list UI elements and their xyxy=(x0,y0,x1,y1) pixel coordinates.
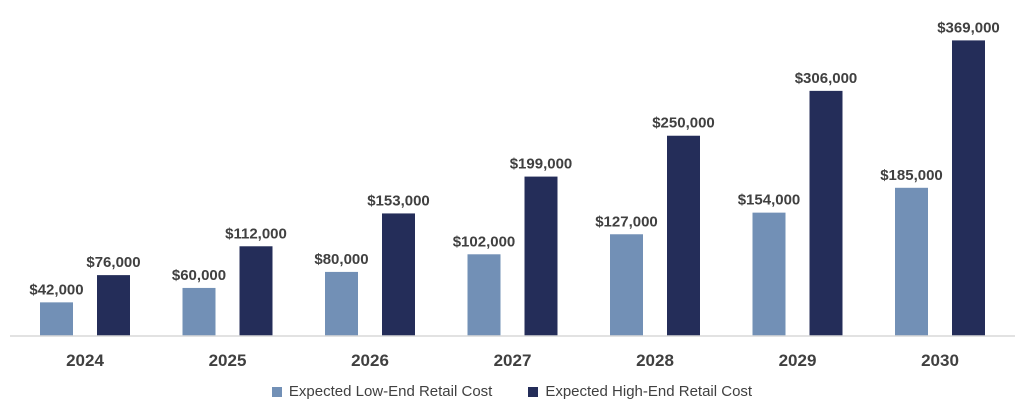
bar-low-2024 xyxy=(40,302,73,336)
bars-group xyxy=(40,40,985,336)
bar-low-2029 xyxy=(752,212,786,336)
x-tick-label-2024: 2024 xyxy=(66,351,104,370)
legend-swatch-high xyxy=(528,386,539,397)
data-label-low-2025: $60,000 xyxy=(172,267,226,284)
bar-low-2030 xyxy=(895,187,928,336)
x-tick-label-2027: 2027 xyxy=(494,351,532,370)
data-label-high-2026: $153,000 xyxy=(367,192,430,209)
legend-swatch-low xyxy=(271,386,282,397)
data-label-low-2029: $154,000 xyxy=(738,192,801,209)
data-label-low-2027: $102,000 xyxy=(453,233,516,250)
data-label-low-2030: $185,000 xyxy=(880,167,943,184)
bar-low-2025 xyxy=(182,287,216,336)
legend-item-low: Expected Low-End Retail Cost xyxy=(271,383,493,400)
legend-item-high: Expected High-End Retail Cost xyxy=(528,383,752,400)
bar-high-2029 xyxy=(809,90,843,336)
legend-label-low: Expected Low-End Retail Cost xyxy=(288,383,493,400)
data-label-low-2024: $42,000 xyxy=(29,281,83,298)
x-tick-label-2026: 2026 xyxy=(351,351,389,370)
bar-low-2027 xyxy=(467,254,501,336)
bar-high-2026 xyxy=(382,213,415,336)
bar-high-2025 xyxy=(239,246,273,336)
data-label-high-2025: $112,000 xyxy=(225,225,287,242)
x-tick-label-2028: 2028 xyxy=(636,351,674,370)
bar-low-2028 xyxy=(610,234,643,336)
data-label-high-2030: $369,000 xyxy=(937,19,1000,36)
data-label-low-2028: $127,000 xyxy=(595,213,658,230)
x-tick-label-2030: 2030 xyxy=(921,351,959,370)
value-labels-group: $42,000$76,000 $60,000 $112,000 $80,000 $153… xyxy=(29,19,999,298)
bar-high-2030 xyxy=(952,40,985,336)
bar-high-2024 xyxy=(97,275,130,336)
data-label-high-2029: $306,000 xyxy=(795,70,858,87)
data-label-high-2024: $76,000 xyxy=(86,254,140,271)
data-label-low-2026: $80,000 xyxy=(314,251,368,268)
x-tick-labels-group: 2024 2025 2026 2027 2028 2029 2030 xyxy=(66,351,959,370)
bar-high-2028 xyxy=(667,135,700,336)
legend-label-high: Expected High-End Retail Cost xyxy=(545,383,753,400)
bar-high-2027 xyxy=(524,176,558,336)
x-tick-label-2025: 2025 xyxy=(209,351,247,370)
bar-low-2026 xyxy=(325,271,358,336)
data-label-high-2027: $199,000 xyxy=(510,156,573,173)
x-tick-label-2029: 2029 xyxy=(779,351,817,370)
data-label-high-2028: $250,000 xyxy=(652,115,715,132)
legend: Expected Low-End Retail Cost Expected Hi… xyxy=(0,383,1024,400)
